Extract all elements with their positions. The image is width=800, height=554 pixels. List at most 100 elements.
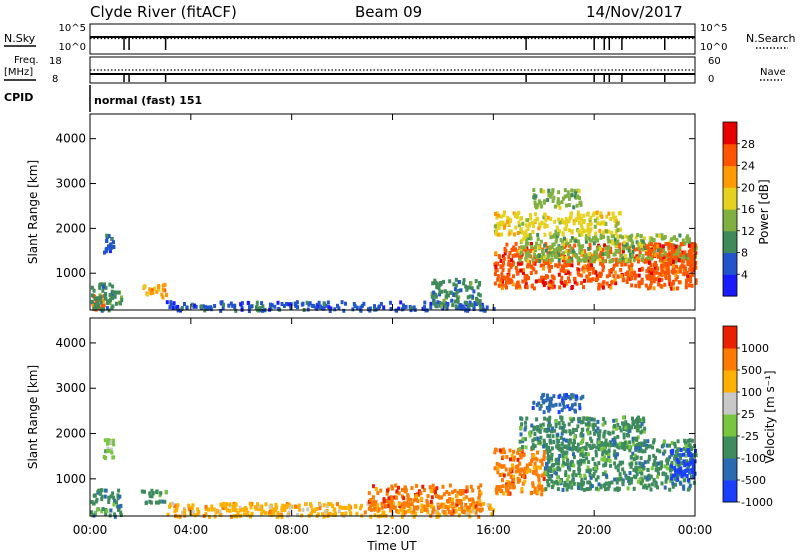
velocity-cell: [496, 466, 500, 471]
velocity-colorbar-segment: [723, 436, 737, 459]
velocity-cell: [632, 442, 636, 447]
velocity-colorbar-tick-label: 1000: [741, 342, 769, 355]
power-cell: [499, 277, 503, 282]
power-cell: [561, 242, 565, 247]
velocity-cell: [208, 514, 211, 519]
velocity-cell: [597, 439, 601, 444]
power-cell: [662, 265, 666, 270]
power-cell: [502, 260, 505, 265]
velocity-cell: [446, 506, 450, 511]
power-cell: [209, 307, 213, 312]
velocity-cell: [94, 499, 98, 504]
power-cell: [673, 235, 676, 240]
velocity-cell: [310, 508, 314, 513]
velocity-cell: [518, 461, 522, 466]
power-cell: [563, 188, 567, 193]
velocity-cell: [684, 440, 687, 445]
velocity-cell: [442, 510, 446, 515]
power-cell: [601, 252, 605, 257]
power-cell: [496, 222, 500, 227]
velocity-cell: [112, 442, 116, 447]
power-cell: [467, 303, 471, 308]
velocity-cell: [376, 503, 380, 508]
velocity-cell: [117, 488, 121, 493]
velocity-cell: [552, 467, 556, 472]
power-cell: [558, 220, 562, 225]
velocity-cell: [430, 495, 434, 500]
velocity-cell: [580, 479, 584, 484]
power-cell: [105, 246, 109, 251]
power-cell: [538, 278, 542, 283]
power-cell: [495, 228, 499, 233]
velocity-cell: [412, 514, 416, 519]
velocity-cell: [373, 501, 377, 506]
velocity-cell: [650, 466, 654, 471]
velocity-cell: [547, 459, 551, 464]
power-cell: [591, 277, 595, 282]
velocity-cell: [535, 417, 539, 422]
power-cell: [549, 279, 553, 284]
velocity-cell: [652, 440, 655, 445]
power-cell: [612, 263, 616, 268]
velocity-region: [367, 483, 484, 515]
velocity-cell: [532, 465, 536, 470]
power-cell: [478, 282, 481, 287]
power-cell: [610, 230, 614, 235]
power-cell: [613, 252, 617, 257]
velocity-cell: [652, 478, 656, 483]
velocity-cell: [457, 513, 461, 518]
power-cell: [546, 198, 550, 202]
velocity-cell: [629, 480, 633, 485]
velocity-cell: [692, 475, 696, 480]
power-cell: [382, 305, 386, 310]
velocity-colorbar-segment: [723, 480, 737, 503]
velocity-cell: [663, 485, 667, 490]
power-cell: [553, 219, 557, 224]
velocity-cell: [655, 463, 659, 468]
velocity-cell: [564, 462, 567, 467]
power-cell: [661, 263, 664, 268]
power-cell: [658, 272, 662, 277]
power-cell: [593, 224, 597, 229]
velocity-cell: [421, 484, 425, 489]
power-cell: [114, 290, 118, 295]
power-cell: [449, 290, 453, 295]
power-cell: [377, 305, 381, 310]
power-cell: [531, 257, 535, 262]
power-cell: [456, 299, 460, 304]
velocity-cell: [547, 418, 551, 422]
power-cell: [458, 306, 462, 310]
power-cell: [670, 282, 673, 287]
power-cell: [551, 285, 555, 290]
velocity-cell: [274, 502, 278, 507]
power-cell: [613, 241, 617, 246]
velocity-cell: [666, 461, 669, 466]
power-cell: [543, 199, 546, 204]
power-cell: [470, 303, 474, 308]
power-cell: [628, 237, 632, 242]
power-cell: [573, 280, 577, 285]
velocity-cell: [451, 490, 455, 495]
power-cell: [301, 301, 305, 306]
velocity-cell: [521, 439, 525, 444]
velocity-cell: [578, 417, 582, 422]
velocity-cell: [554, 424, 558, 429]
power-cell: [589, 227, 593, 232]
power-cell: [531, 230, 535, 234]
velocity-cell: [671, 473, 675, 478]
velocity-cell: [554, 422, 558, 427]
power-cell: [443, 289, 447, 294]
velocity-cell: [238, 505, 242, 510]
freq-tick-top: 18: [49, 56, 62, 67]
power-cell: [677, 280, 681, 285]
velocity-cell: [607, 481, 611, 486]
power-cell: [536, 202, 540, 207]
power-cell: [472, 307, 476, 311]
velocity-cell: [435, 494, 438, 499]
velocity-cell: [657, 472, 660, 476]
velocity-cell: [458, 489, 462, 493]
velocity-cell: [536, 465, 540, 470]
velocity-cell: [572, 417, 576, 422]
velocity-cell: [469, 502, 473, 507]
power-cell: [595, 247, 599, 252]
